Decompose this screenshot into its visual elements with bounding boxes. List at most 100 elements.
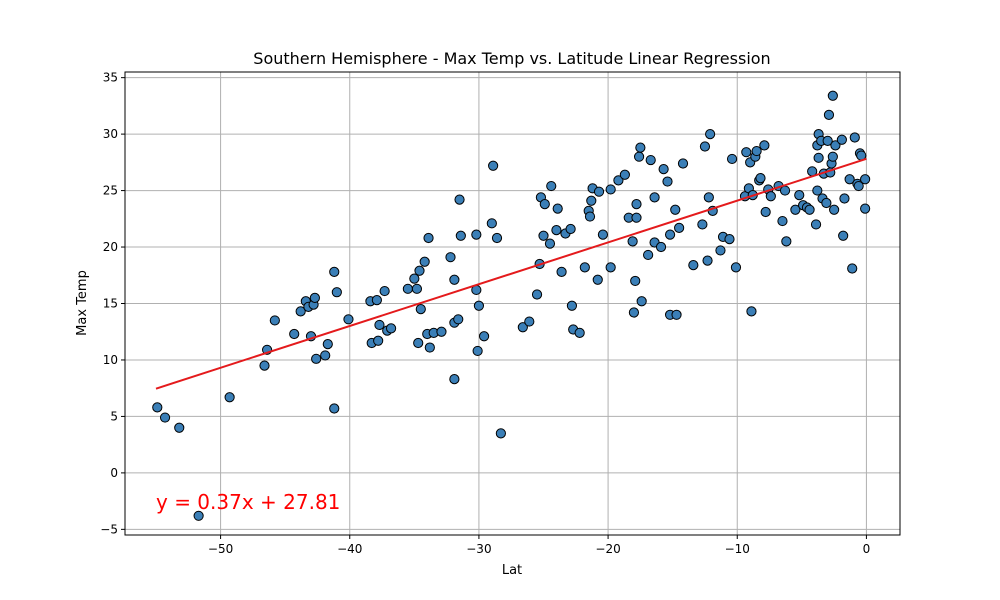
- data-point: [670, 204, 681, 215]
- data-point: [671, 309, 682, 320]
- data-point: [605, 262, 616, 273]
- data-point: [838, 230, 849, 241]
- data-point: [860, 174, 871, 185]
- data-point: [295, 306, 306, 317]
- data-point: [486, 218, 497, 229]
- data-point: [159, 412, 171, 423]
- data-point: [823, 109, 835, 121]
- data-point: [703, 192, 714, 203]
- data-point: [259, 360, 270, 371]
- data-point: [424, 342, 435, 353]
- y-axis-ticks: −5 0 5 10 15 20 25 30 35: [100, 71, 125, 536]
- data-point: [152, 402, 163, 413]
- data-point: [385, 323, 397, 334]
- data-point: [289, 328, 300, 340]
- data-point: [794, 189, 805, 201]
- data-point: [445, 252, 456, 263]
- data-point: [524, 316, 535, 327]
- data-point: [741, 147, 752, 158]
- data-point: [760, 206, 771, 218]
- data-point: [643, 249, 654, 261]
- data-point: [551, 224, 562, 236]
- data-point: [584, 211, 596, 222]
- data-point: [556, 266, 567, 277]
- data-point: [193, 510, 204, 521]
- data-point: [827, 151, 838, 162]
- y-tick-label: 15: [103, 297, 118, 311]
- data-point: [473, 300, 485, 311]
- data-point: [781, 236, 792, 247]
- data-point: [453, 314, 464, 325]
- x-tick-label: −20: [595, 542, 620, 556]
- data-point: [597, 229, 609, 240]
- plot-frame: [124, 71, 901, 536]
- data-point: [566, 300, 578, 311]
- data-point: [402, 283, 413, 294]
- data-point: [804, 204, 815, 215]
- data-point: [627, 236, 638, 247]
- data-point: [777, 215, 788, 227]
- regression-line: [155, 157, 867, 390]
- data-point: [849, 132, 860, 143]
- data-point: [309, 292, 320, 303]
- data-point: [715, 245, 726, 256]
- data-point: [844, 174, 855, 185]
- data-point: [705, 129, 716, 140]
- data-point: [755, 173, 766, 184]
- y-tick-label: 35: [103, 71, 118, 85]
- data-point: [751, 145, 762, 157]
- data-point: [631, 212, 642, 223]
- data-point: [454, 194, 465, 205]
- y-tick-label: 10: [103, 353, 118, 367]
- data-point: [322, 339, 333, 350]
- data-point: [662, 176, 673, 187]
- x-tick-label: 0: [863, 542, 871, 556]
- x-tick-label: −30: [466, 542, 491, 556]
- data-point: [790, 204, 801, 215]
- y-tick-label: 30: [103, 127, 118, 141]
- data-point: [664, 229, 676, 240]
- data-point: [419, 256, 430, 267]
- data-point: [636, 296, 647, 307]
- data-point: [539, 199, 550, 210]
- data-point: [726, 153, 738, 165]
- data-point: [374, 319, 385, 331]
- regression-equation: y = 0.37x + 27.81: [156, 490, 340, 514]
- data-point: [329, 403, 340, 414]
- y-tick-label: 25: [103, 184, 118, 198]
- data-point: [224, 392, 235, 403]
- data-point: [592, 274, 603, 285]
- y-tick-label: 0: [110, 466, 118, 480]
- data-point: [411, 283, 423, 294]
- data-point: [574, 327, 585, 338]
- data-point: [565, 223, 576, 235]
- y-tick-label: −5: [100, 522, 118, 536]
- data-point: [779, 185, 791, 196]
- data-point: [674, 222, 685, 233]
- data-point: [531, 289, 543, 300]
- data-point: [860, 203, 871, 214]
- data-point: [630, 275, 641, 287]
- data-point: [343, 314, 354, 325]
- data-point: [839, 193, 850, 204]
- data-point: [488, 160, 499, 171]
- data-point: [593, 186, 605, 197]
- data-point: [329, 266, 340, 277]
- data-point: [269, 315, 280, 326]
- data-point: [544, 238, 556, 249]
- y-tick-label: 5: [110, 409, 118, 423]
- data-point: [822, 135, 833, 146]
- data-point: [847, 263, 858, 274]
- data-point: [836, 134, 847, 145]
- data-point: [649, 192, 660, 203]
- data-point: [449, 374, 460, 385]
- data-point: [619, 169, 630, 180]
- x-axis-ticks: −50 −40 −30 −20 −10 0: [208, 535, 870, 556]
- data-point: [702, 255, 713, 266]
- data-point: [658, 164, 669, 175]
- data-point: [605, 184, 616, 195]
- data-point: [730, 262, 742, 273]
- data-point: [746, 306, 757, 317]
- data-point: [409, 273, 420, 284]
